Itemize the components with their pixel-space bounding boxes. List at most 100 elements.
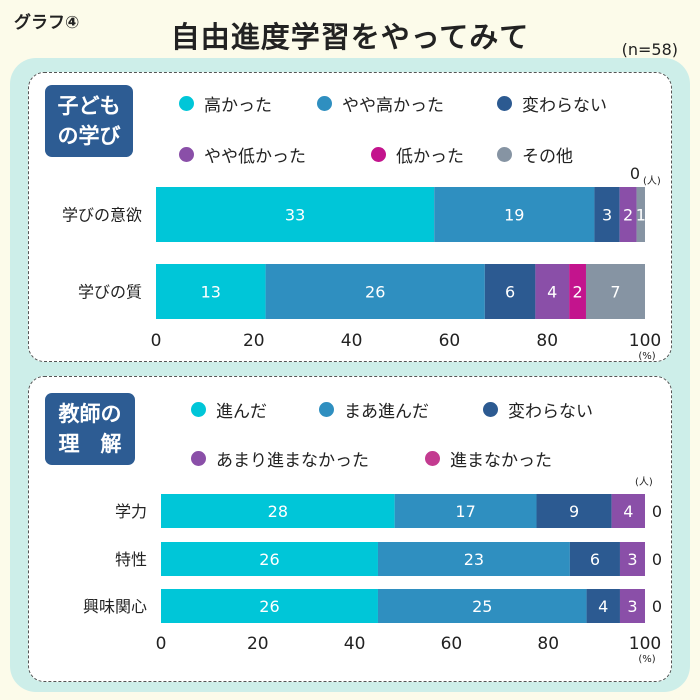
- legend-swatch: [425, 451, 440, 466]
- x-tick-label: 100: [629, 331, 661, 351]
- legend-label: 変わらない: [522, 96, 607, 116]
- bar-segment: [619, 542, 645, 576]
- unit-label: (人): [643, 175, 661, 187]
- legend-swatch: [497, 147, 512, 162]
- category-label: 学びの意欲: [62, 206, 142, 225]
- x-tick-label: 100: [629, 634, 661, 654]
- bar-segment: [161, 494, 395, 528]
- data-label: 3: [627, 550, 637, 569]
- bar-segment: [434, 187, 595, 242]
- unit-label: (人): [635, 476, 653, 488]
- section-badge-line: 子ども: [57, 94, 121, 118]
- data-label: 25: [472, 597, 492, 616]
- percent-unit-label: (%): [638, 351, 655, 362]
- bar-segment: [156, 187, 435, 242]
- data-label: 2: [623, 206, 633, 225]
- legend-label: 変わらない: [508, 402, 593, 422]
- section-badge-line: 理 解: [58, 432, 122, 456]
- category-label: 興味関心: [83, 597, 147, 616]
- legend-swatch: [191, 402, 206, 417]
- data-label: 9: [569, 502, 579, 521]
- legend-swatch: [497, 96, 512, 111]
- bar-segment: [594, 187, 620, 242]
- legend-item: あまり進まなかった: [191, 446, 369, 471]
- zero-label: 0: [652, 550, 662, 569]
- x-tick-label: 80: [536, 331, 558, 351]
- bar-segment: [161, 542, 378, 576]
- data-label: 28: [268, 502, 288, 521]
- section-badge-line: の学び: [57, 124, 121, 148]
- x-tick-label: 0: [156, 634, 167, 654]
- legend-label: やや低かった: [204, 147, 306, 167]
- x-tick-label: 60: [439, 331, 461, 351]
- teacher-understanding-panel: 教師の 理 解 進んだ まあ進んだ 変わらない あまり進まなかった 進まなかった 学力 2…: [28, 376, 672, 682]
- legend-swatch: [483, 402, 498, 417]
- bar-segment: [585, 264, 645, 319]
- legend-label: 進んだ: [216, 402, 267, 422]
- bar-segment: [636, 187, 645, 242]
- legend-label: 低かった: [396, 147, 464, 167]
- bar-segment: [377, 542, 570, 576]
- legend-item: 進んだ: [191, 397, 267, 422]
- legend-swatch: [371, 147, 386, 162]
- x-tick-label: 40: [341, 331, 363, 351]
- bar-segment: [619, 589, 645, 623]
- page-title: 自由進度学習をやってみて: [170, 20, 530, 54]
- legend-item: 低かった: [371, 142, 464, 167]
- zero-label: 0: [652, 597, 662, 616]
- bar-segment: [484, 264, 536, 319]
- data-label: 7: [610, 283, 620, 302]
- legend-swatch: [179, 147, 194, 162]
- data-label: 13: [201, 283, 221, 302]
- data-label: 26: [365, 283, 385, 302]
- category-label: 学力: [115, 502, 147, 521]
- data-label: 19: [504, 206, 524, 225]
- legend-label: 進まなかった: [450, 451, 552, 471]
- legend-swatch: [317, 96, 332, 111]
- data-label: 6: [505, 283, 515, 302]
- legend-item: 進まなかった: [425, 446, 552, 471]
- data-label: 26: [259, 597, 279, 616]
- legend-label: その他: [522, 147, 573, 167]
- legend-label: 高かった: [204, 96, 272, 116]
- percent-unit-label: (%): [638, 654, 655, 665]
- bar-segment: [535, 264, 570, 319]
- legend-swatch: [319, 402, 334, 417]
- data-label: 3: [602, 206, 612, 225]
- x-tick-label: 20: [247, 634, 269, 654]
- data-label: 4: [598, 597, 608, 616]
- bar-segment: [569, 542, 620, 576]
- x-tick-label: 40: [344, 634, 366, 654]
- data-label: 3: [627, 597, 637, 616]
- legend-item: 変わらない: [497, 91, 607, 116]
- children-learning-panel: 子ども の学び 高かった やや高かった 変わらないやや低かった 低かった その他 学びの…: [28, 72, 672, 362]
- bar-segment: [569, 264, 586, 319]
- zero-label: 0: [630, 164, 640, 183]
- bar-segment: [394, 494, 537, 528]
- bar-segment: [586, 589, 620, 623]
- graph-label: グラフ④: [14, 13, 80, 33]
- data-label: 26: [259, 550, 279, 569]
- legend-item: やや低かった: [179, 142, 306, 167]
- section-badge-children-learning: 子ども の学び: [45, 85, 133, 157]
- data-label: 23: [464, 550, 484, 569]
- legend-item: 高かった: [179, 91, 272, 116]
- data-label: 17: [455, 502, 475, 521]
- legend-label: やや高かった: [342, 96, 444, 116]
- section-badge-line: 教師の: [58, 402, 122, 426]
- legend-swatch: [179, 96, 194, 111]
- x-tick-label: 60: [441, 634, 463, 654]
- zero-label: 0: [652, 502, 662, 521]
- x-tick-label: 80: [537, 634, 559, 654]
- sample-size-label: (n=58): [621, 40, 678, 59]
- legend-item: 変わらない: [483, 397, 593, 422]
- bar-segment: [265, 264, 485, 319]
- section-badge-teacher-understanding: 教師の 理 解: [45, 393, 135, 465]
- bar-segment: [161, 589, 378, 623]
- legend-swatch: [191, 451, 206, 466]
- bar-segment: [156, 264, 266, 319]
- data-label: 6: [590, 550, 600, 569]
- legend-label: あまり進まなかった: [216, 451, 369, 471]
